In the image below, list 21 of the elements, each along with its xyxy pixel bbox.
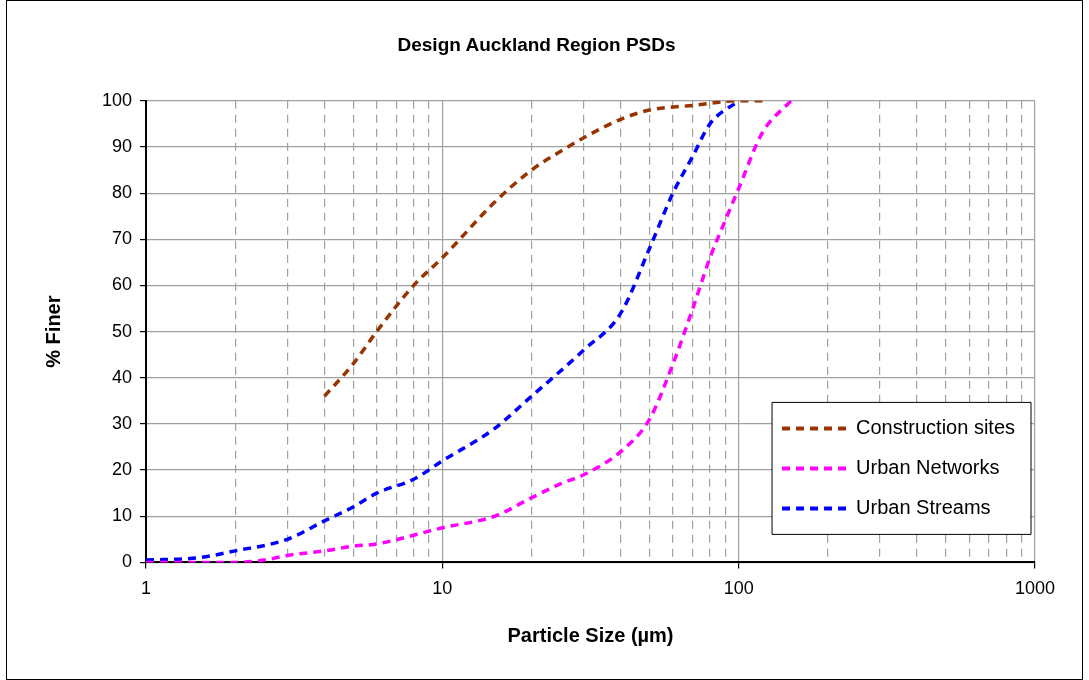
y-axis-title: % Finer bbox=[41, 295, 64, 368]
legend-label: Urban Networks bbox=[856, 455, 1000, 478]
legend-label: Construction sites bbox=[856, 415, 1016, 438]
x-axis-title: Particle Size (µm) bbox=[507, 623, 674, 646]
y-tick-label: 80 bbox=[112, 182, 133, 203]
y-tick-label: 40 bbox=[112, 366, 133, 387]
y-tick-label: 100 bbox=[101, 89, 133, 110]
legend-label: Urban Streams bbox=[856, 495, 991, 518]
y-tick-label: 90 bbox=[112, 135, 133, 156]
y-tick-label: 30 bbox=[112, 412, 133, 433]
x-tick-label: 1 bbox=[141, 578, 152, 599]
x-tick-label: 100 bbox=[723, 578, 754, 599]
y-tick-label: 60 bbox=[112, 274, 133, 295]
x-tick-label: 1000 bbox=[1014, 578, 1056, 599]
y-tick-label: 20 bbox=[112, 459, 133, 480]
chart-title: Design Auckland Region PSDs bbox=[397, 33, 676, 55]
y-tick-label: 70 bbox=[112, 228, 133, 249]
y-tick-label: 50 bbox=[112, 320, 133, 341]
y-tick-label: 0 bbox=[122, 551, 133, 572]
y-tick-label: 10 bbox=[112, 505, 133, 526]
x-tick-label: 10 bbox=[432, 578, 453, 599]
